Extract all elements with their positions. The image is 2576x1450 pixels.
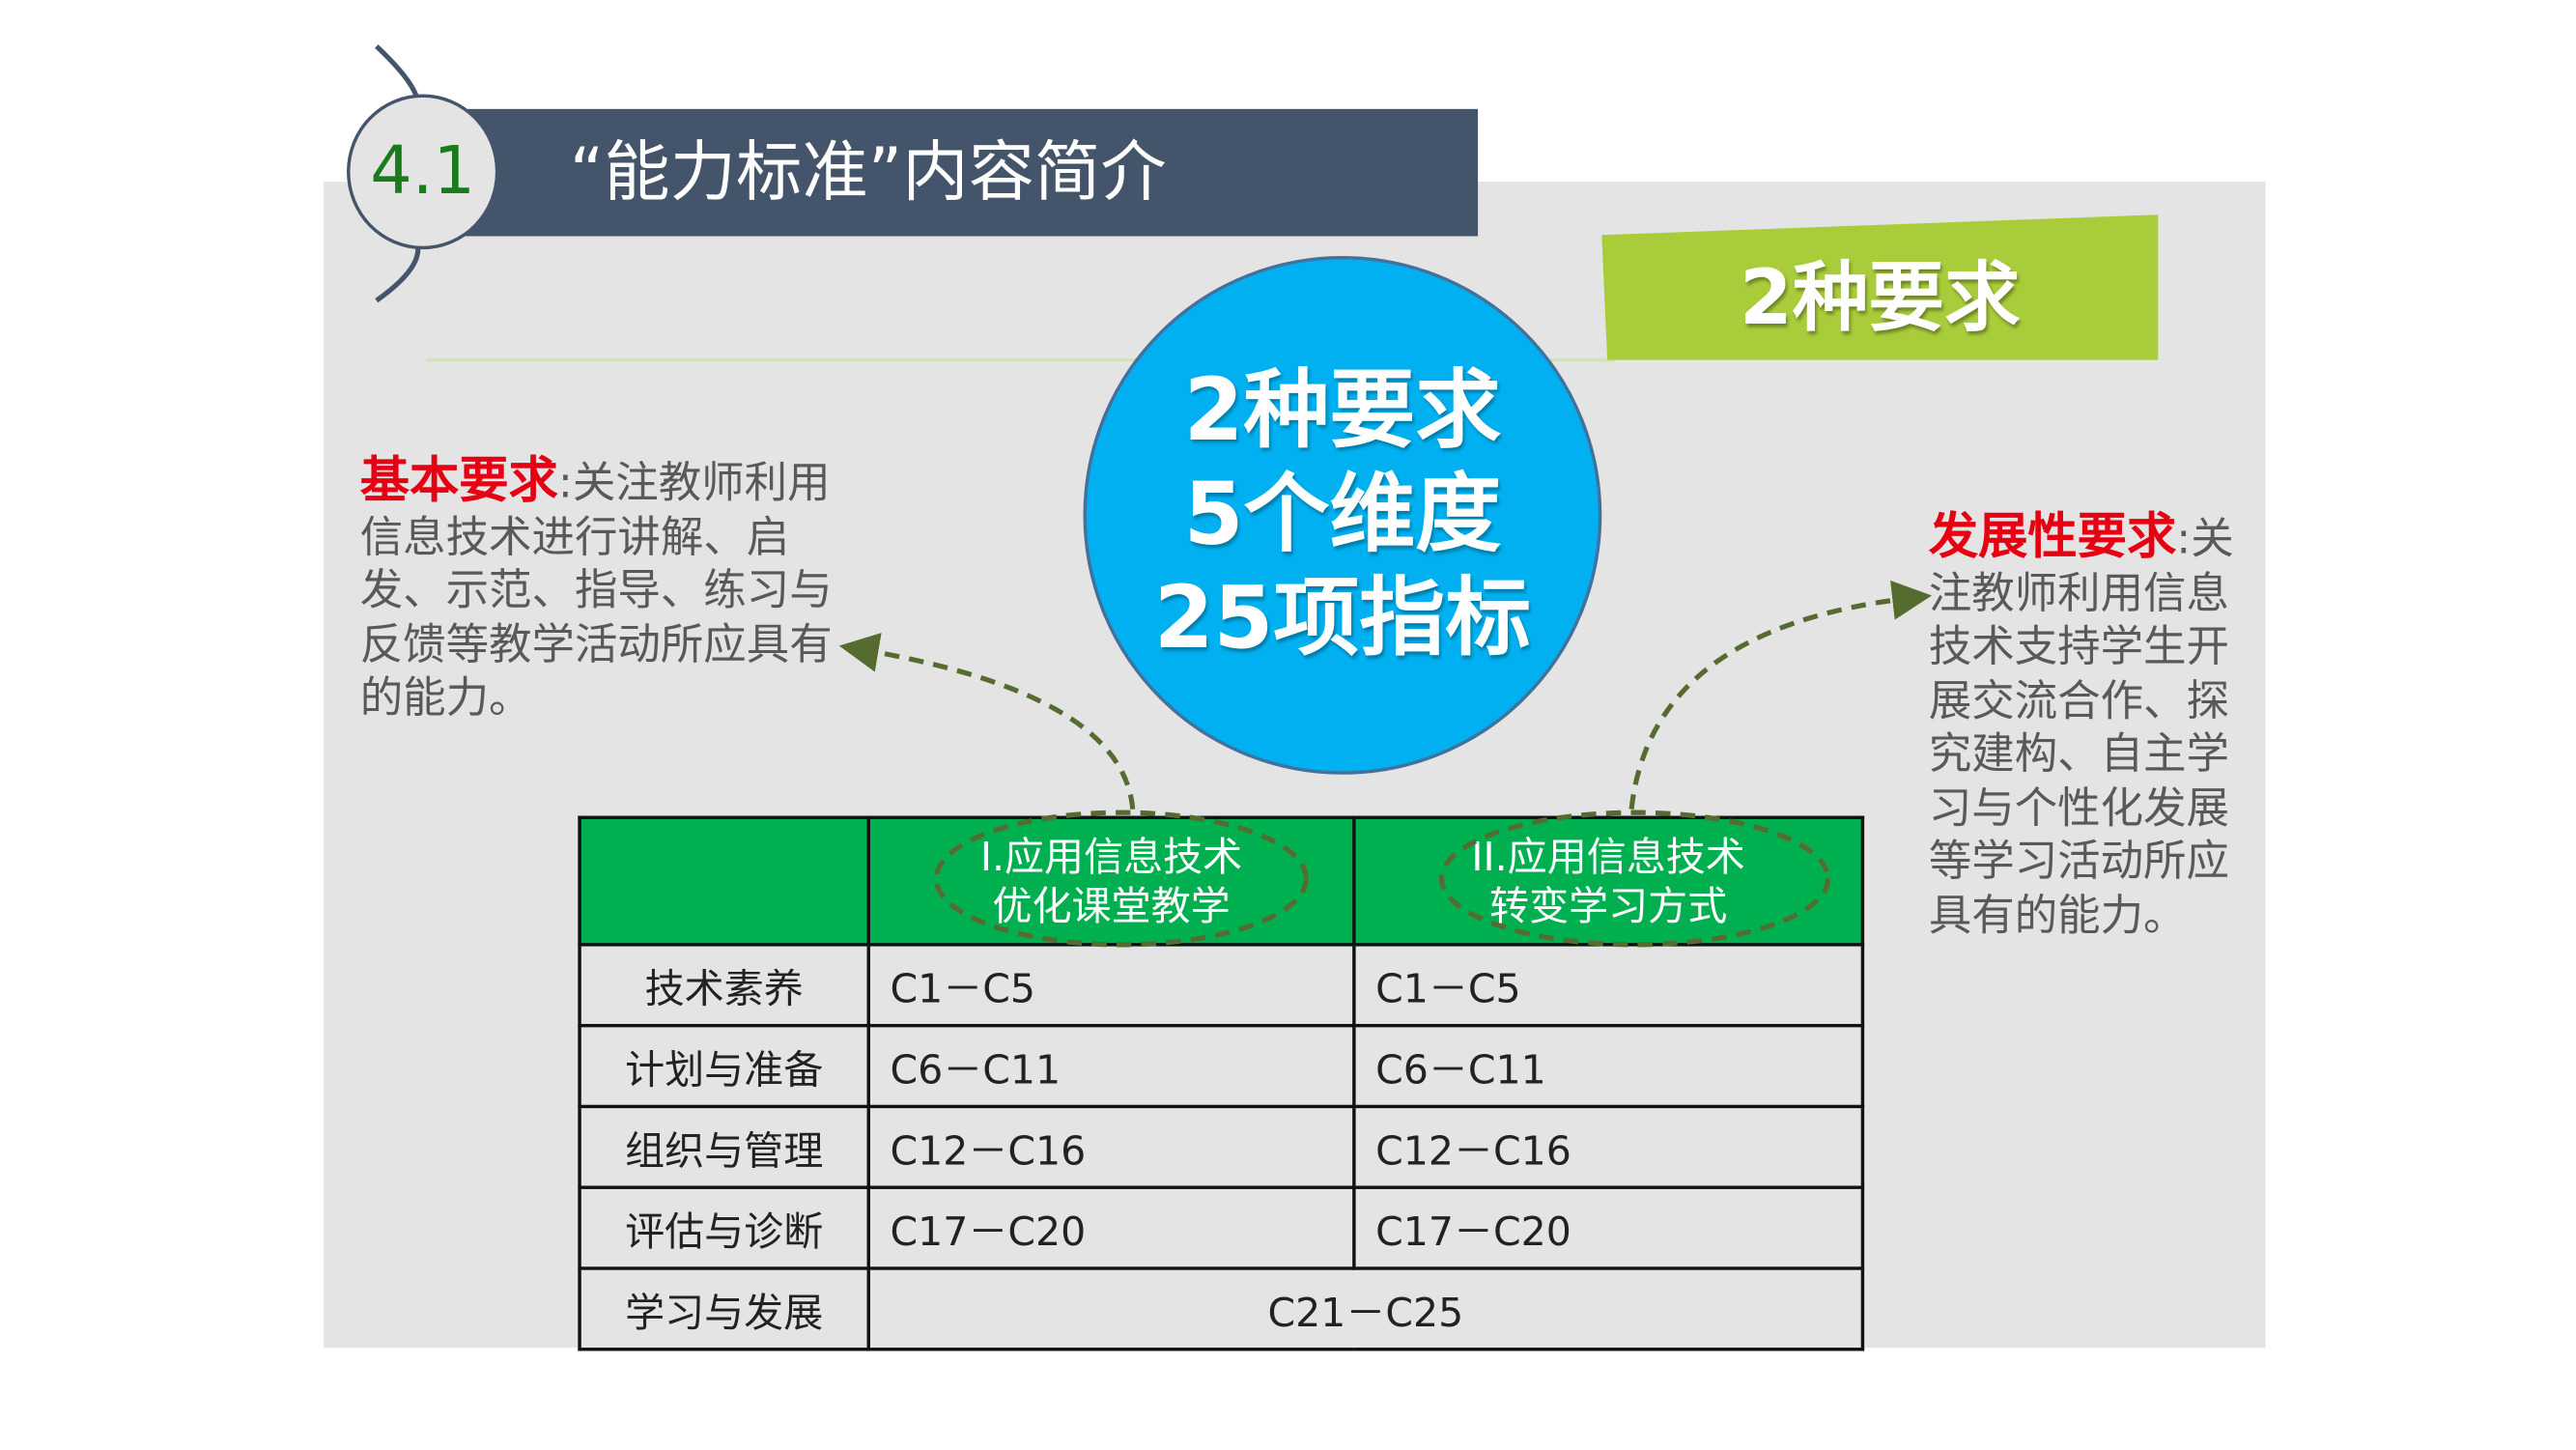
value-cell: C6－C11 <box>866 1023 1356 1109</box>
table-row: 计划与准备 C6－C11 C6－C11 <box>578 1023 1865 1109</box>
header-col-1: I.应用信息技术 优化课堂教学 <box>866 815 1356 947</box>
dimension-cell: 评估与诊断 <box>578 1185 870 1270</box>
development-requirement-label: 发展性要求 <box>1928 508 2177 567</box>
dashed-arrow-left <box>838 633 1136 810</box>
table-row: 学习与发展 C21－C25 <box>578 1266 1865 1351</box>
table-row: 技术素养 C1－C5 C1－C5 <box>578 943 1865 1028</box>
table-row: 评估与诊断 C17－C20 C17－C20 <box>578 1185 1865 1270</box>
dimension-cell: 计划与准备 <box>578 1023 870 1109</box>
basic-requirement-label: 基本要求 <box>359 452 558 511</box>
value-cell: C12－C16 <box>1352 1104 1865 1189</box>
title-bar <box>445 108 1479 237</box>
requirements-tag: 2种要求 <box>1601 214 2159 360</box>
summary-line: 25项指标 <box>1153 568 1532 668</box>
dimension-cell: 组织与管理 <box>578 1104 870 1189</box>
page-title: “能力标准”内容简介 <box>569 135 1167 212</box>
value-cell: C17－C20 <box>1352 1185 1865 1270</box>
basic-requirement-text: 基本要求:关注教师利用信息技术进行讲解、启发、示范、指导、练习与反馈等教学活动所… <box>359 455 856 726</box>
merged-value-cell: C21－C25 <box>866 1266 1865 1351</box>
development-requirement-text: 发展性要求:关注教师利用信息技术支持学生开展交流合作、探究建构、自主学习与个性化… <box>1928 508 2243 943</box>
basic-requirement-description: 关注教师利用信息技术进行讲解、启发、示范、指导、练习与反馈等教学活动所应具有的能… <box>359 459 833 724</box>
value-cell: C1－C5 <box>1352 943 1865 1028</box>
header-col-1-line1: I.应用信息技术 <box>979 833 1243 880</box>
value-cell: C6－C11 <box>1352 1023 1865 1109</box>
header-col-2-line2: 转变学习方式 <box>1489 882 1728 929</box>
summary-line: 2种要求 <box>1183 360 1502 461</box>
value-cell: C12－C16 <box>866 1104 1356 1189</box>
header-empty-cell <box>578 815 870 947</box>
development-requirement-description: 关注教师利用信息技术支持学生开展交流合作、探究建构、自主学习与个性化发展等学习活… <box>1928 515 2234 941</box>
table-row: 组织与管理 C12－C16 C12－C16 <box>578 1104 1865 1189</box>
header-col-1-line2: 优化课堂教学 <box>992 882 1231 929</box>
section-number-badge: 4.1 <box>347 94 499 250</box>
value-cell: C1－C5 <box>866 943 1356 1028</box>
value-cell: C17－C20 <box>866 1185 1356 1270</box>
dashed-ellipse-col-1 <box>933 810 1309 948</box>
summary-circle: 2种要求 5个维度 25项指标 <box>1083 255 1602 775</box>
divider-line <box>426 357 1615 362</box>
header-col-2: II.应用信息技术 转变学习方式 <box>1352 815 1865 947</box>
dashed-arrow-right <box>1628 580 1933 810</box>
header-col-2-line1: II.应用信息技术 <box>1471 833 1745 880</box>
dashed-ellipse-col-2 <box>1438 810 1831 948</box>
dimension-cell: 技术素养 <box>578 943 870 1028</box>
dimension-cell: 学习与发展 <box>578 1266 870 1351</box>
table-header-row: I.应用信息技术 优化课堂教学 II.应用信息技术 转变学习方式 <box>578 815 1865 947</box>
standards-table: I.应用信息技术 优化课堂教学 II.应用信息技术 转变学习方式 技术素养 C1－C5… <box>578 815 1865 1351</box>
colon: : <box>557 459 573 509</box>
colon: : <box>2176 515 2192 565</box>
summary-line: 5个维度 <box>1183 465 1502 564</box>
